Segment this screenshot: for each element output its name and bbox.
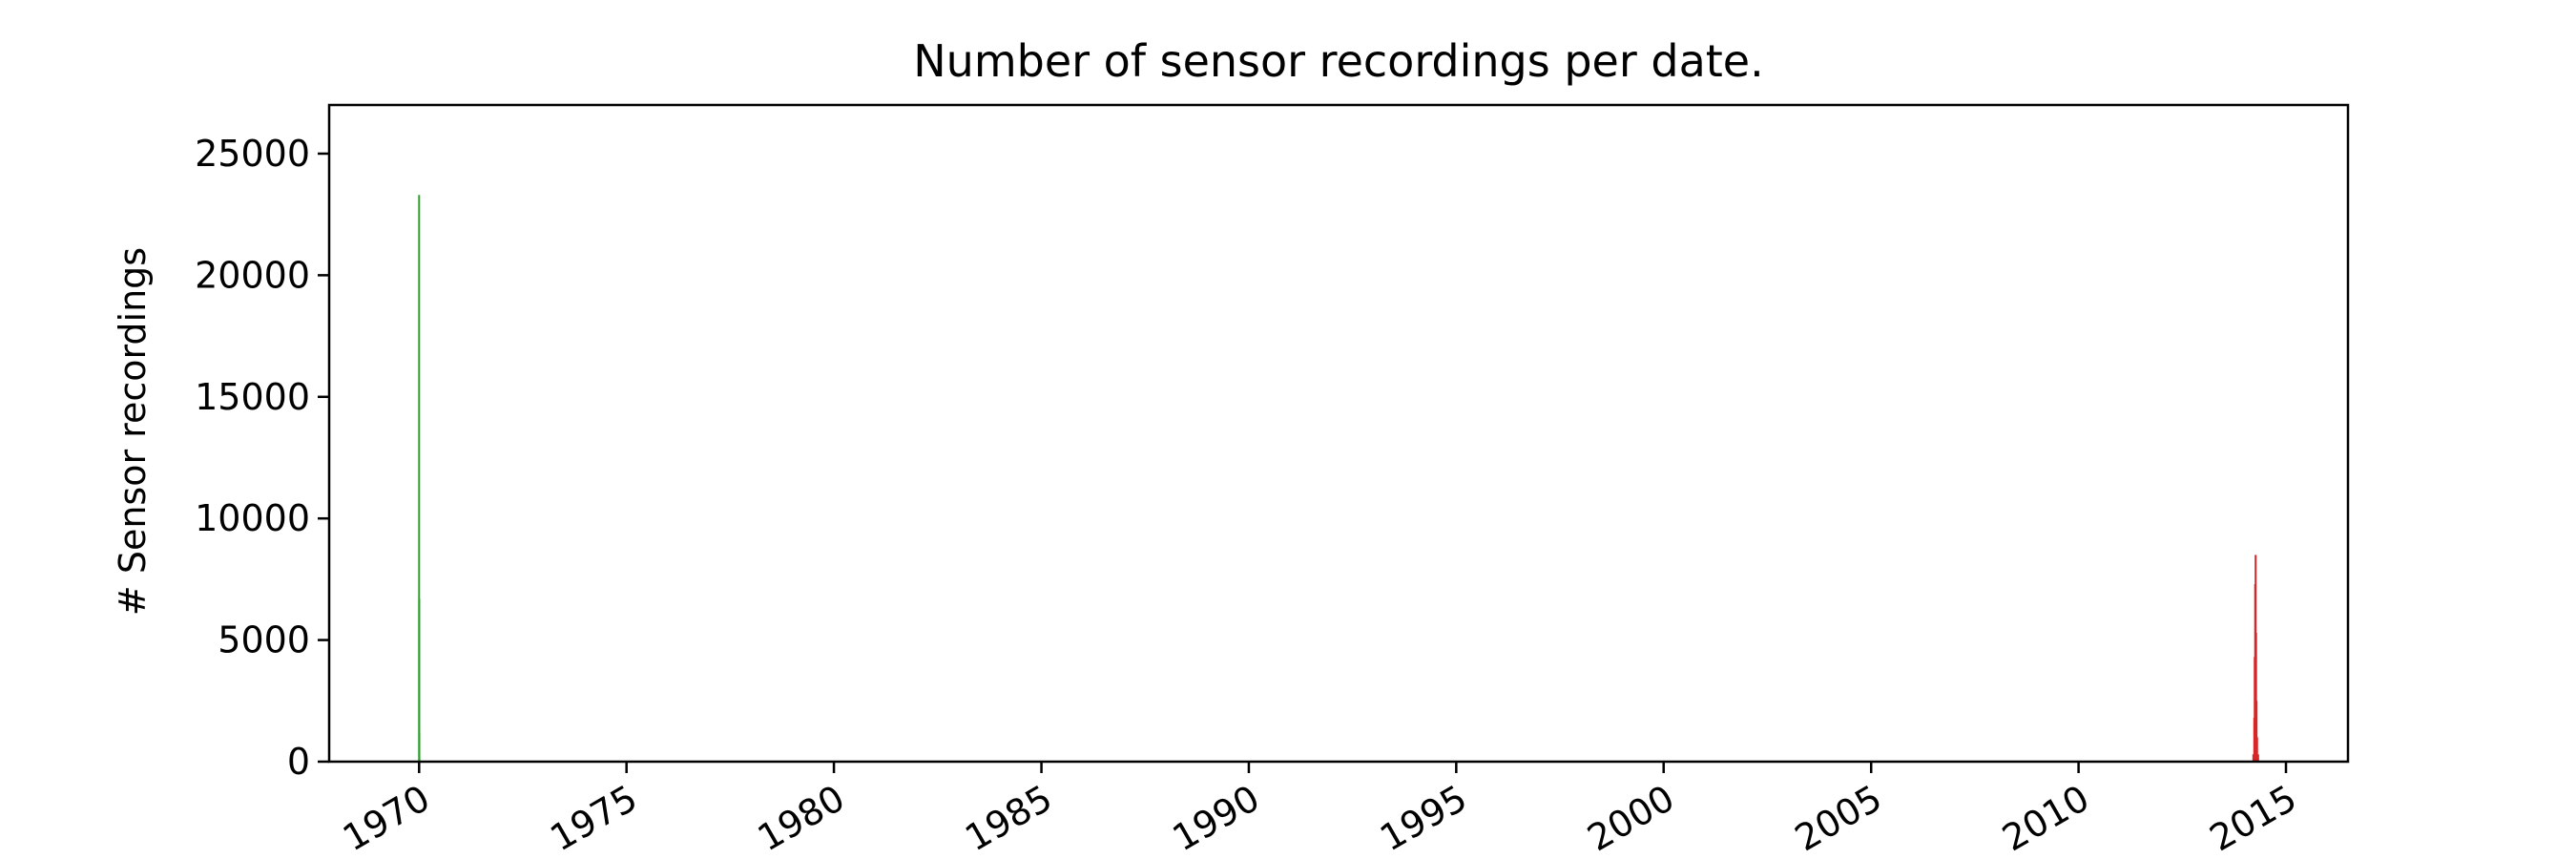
y-tick-label-10000: 10000 <box>195 497 310 539</box>
bar-s1-5 <box>2254 632 2257 762</box>
y-tick-label-15000: 15000 <box>195 376 310 418</box>
y-tick-label-25000: 25000 <box>195 133 310 175</box>
bar-s0-0 <box>418 195 421 762</box>
bar-s1-7 <box>2255 737 2258 762</box>
x-tick-label-2010: 2010 <box>1995 777 2096 859</box>
x-tick-label-2005: 2005 <box>1788 777 1889 859</box>
x-tick-label-1990: 1990 <box>1166 777 1267 859</box>
x-tick-label-1995: 1995 <box>1373 777 1474 859</box>
plot-frame <box>327 103 2350 764</box>
x-tick-label-1980: 1980 <box>751 777 852 859</box>
y-tick-label-5000: 5000 <box>218 619 310 661</box>
bar-s0-1 <box>418 598 421 762</box>
x-axis: 1970 1975 1980 1985 1990 1995 2000 2005 2010 2015 <box>336 762 2303 859</box>
x-tick-label-2015: 2015 <box>2203 777 2304 859</box>
y-axis-label: # Sensor recordings <box>112 247 154 616</box>
x-tick-label-1975: 1975 <box>543 777 644 859</box>
y-tick-label-20000: 20000 <box>195 254 310 296</box>
bars-layer <box>418 195 2259 762</box>
bar-s0-2 <box>418 732 421 762</box>
x-tick-label-1970: 1970 <box>336 777 437 859</box>
y-tick-label-0: 0 <box>287 741 310 783</box>
x-tick-label-1985: 1985 <box>958 777 1059 859</box>
chart-title: Number of sensor recordings per date. <box>913 35 1763 87</box>
bar-s1-6 <box>2255 701 2258 762</box>
x-tick-label-2000: 2000 <box>1580 777 1681 859</box>
y-axis: 0 5000 10000 15000 20000 25000 <box>195 133 329 783</box>
bar-s1-8 <box>2256 754 2259 762</box>
